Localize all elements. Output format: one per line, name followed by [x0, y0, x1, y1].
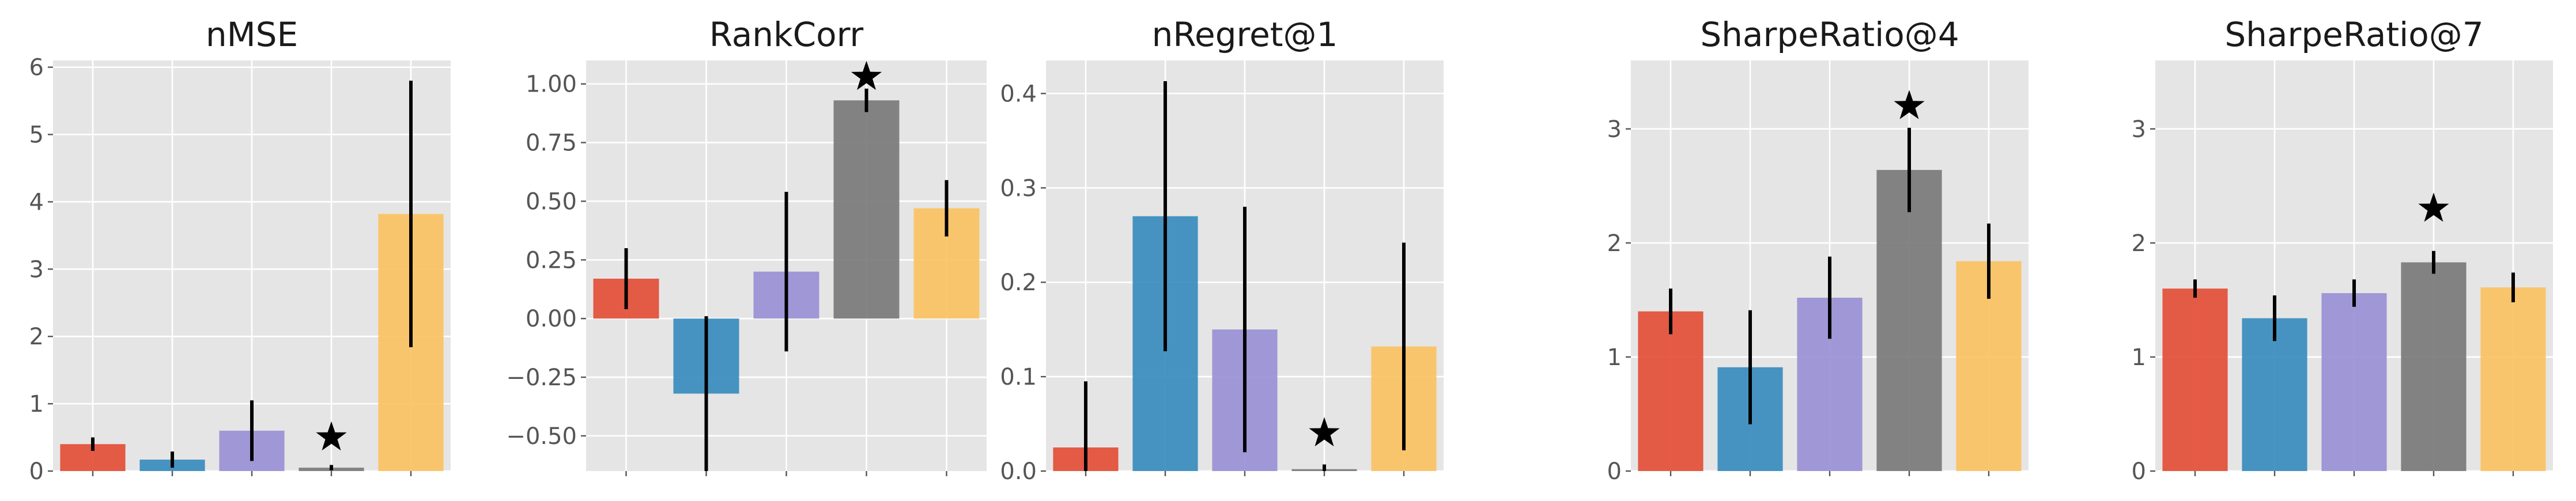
y-tick-label: 6 [29, 55, 44, 81]
best-star-marker [851, 60, 882, 90]
y-tick-label: 0.2 [1000, 270, 1037, 296]
bar [2242, 318, 2307, 471]
subplot-rankcorr: RankCorr −0.50 −0.25 0.00 0.25 0.50 0.75 1.00 [506, 15, 987, 476]
bar [2480, 287, 2546, 471]
subplot-nregret-1: nRegret@1 0.0 0.1 0.2 0.3 0.4 [1000, 15, 1444, 485]
bar [833, 100, 900, 319]
y-tick-label: 0.3 [1000, 175, 1037, 202]
y-tick-label: 5 [29, 122, 44, 149]
y-tick-label: 4 [29, 189, 44, 215]
y-tick-label: 0 [2132, 458, 2146, 485]
y-tick-label: 0.1 [1000, 364, 1037, 390]
y-tick-label: 1 [2132, 344, 2146, 371]
subplot-sharperatio-7: SharpeRatio@7 0 1 2 3 [2132, 15, 2553, 485]
subplot-title: RankCorr [709, 15, 864, 54]
y-tick-label: 3 [1607, 116, 1622, 143]
y-tick-label: 1 [29, 391, 44, 418]
y-tick-label: 0.0 [1000, 458, 1037, 485]
y-tick-label: 2 [2132, 230, 2146, 257]
bar [2321, 293, 2387, 471]
y-tick-label: 0 [1607, 458, 1622, 485]
y-tick-label: 0 [29, 458, 44, 485]
y-tick-label: 2 [29, 324, 44, 350]
subplot-title: nRegret@1 [1152, 15, 1338, 54]
bar [2162, 289, 2228, 471]
y-tick-label: 0.25 [526, 247, 577, 274]
y-tick-label: 1.00 [526, 71, 577, 98]
best-star-marker [2418, 192, 2449, 222]
y-tick-label: 3 [29, 256, 44, 283]
y-tick-label: 3 [2132, 116, 2146, 143]
subplot-sharperatio-4: SharpeRatio@4 0 1 2 3 [1607, 15, 2029, 485]
subplot-nmse: nMSE 0 1 2 3 4 5 6 [29, 15, 451, 485]
subplot-title: nMSE [206, 15, 298, 54]
best-star-marker [316, 421, 347, 451]
bar [2401, 262, 2467, 471]
best-star-marker [1309, 417, 1340, 447]
y-tick-label: 2 [1607, 230, 1622, 257]
best-star-marker [1894, 90, 1925, 119]
y-tick-label: −0.50 [506, 423, 577, 450]
subplot-title: SharpeRatio@7 [2224, 15, 2483, 54]
y-tick-label: 0.4 [1000, 81, 1037, 107]
subplot-title: SharpeRatio@4 [1700, 15, 1959, 54]
y-tick-label: 1 [1607, 344, 1622, 371]
y-tick-label: −0.25 [506, 365, 577, 391]
y-tick-label: 0.75 [526, 130, 577, 157]
y-tick-label: 0.50 [526, 188, 577, 215]
bar [1876, 170, 1942, 472]
bar [1638, 311, 1704, 471]
y-tick-label: 0.00 [526, 306, 577, 332]
